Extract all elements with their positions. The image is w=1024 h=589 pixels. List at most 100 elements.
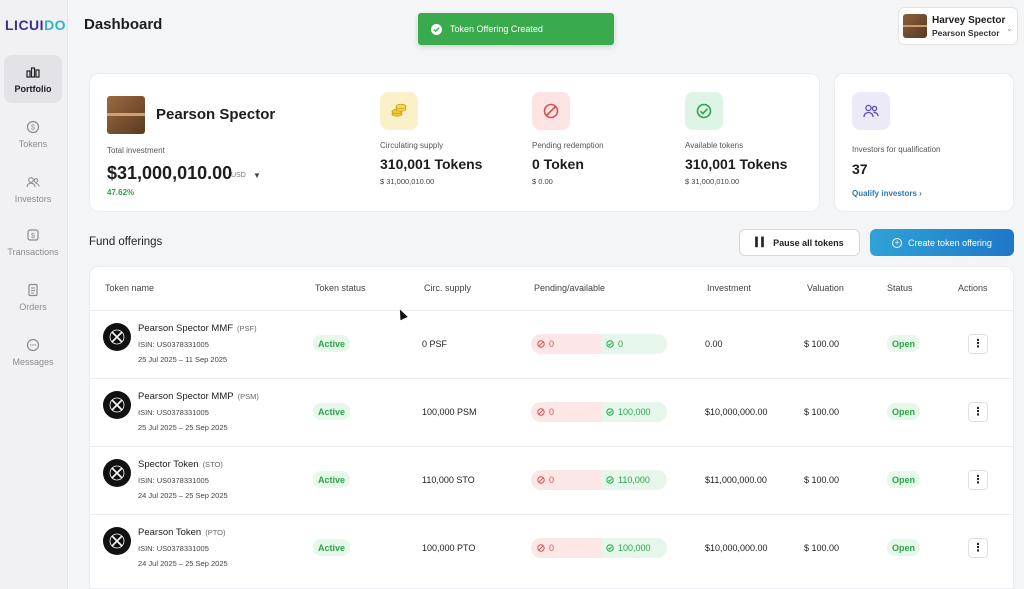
prohibited-icon	[537, 340, 545, 348]
check-circle-icon	[431, 23, 442, 35]
chevron-down-icon: ⌄	[1006, 24, 1013, 33]
more-actions-button[interactable]: ⋮	[968, 470, 988, 490]
svg-text:$: $	[31, 233, 35, 240]
pending-available: 0 0	[531, 334, 667, 354]
fund-offerings-table: Token name Token status Circ. supply Pen…	[89, 266, 1014, 589]
currency-select[interactable]: USD	[231, 172, 246, 179]
circ-supply: 100,000 PTO	[422, 543, 476, 553]
token-status-badge: Active	[313, 335, 351, 352]
pause-all-tokens-button[interactable]: ▍▍ Pause all tokens	[739, 229, 860, 256]
pending-available: 0 100,000	[531, 402, 667, 422]
sidebar-item-transactions[interactable]: $ Transactions	[4, 218, 62, 266]
change-percent: 47.62%	[107, 188, 135, 197]
token-name: Pearson Token (PTO)	[138, 527, 226, 538]
column-header: Token status	[315, 283, 366, 293]
portfolio-icon	[26, 66, 40, 78]
x-token-icon	[103, 391, 131, 419]
portfolio-summary-card: Pearson Spector Total investment $31,000…	[89, 73, 820, 212]
table-row[interactable]: Pearson Token (PTO) ISIN: US0378331005 24…	[90, 514, 1013, 582]
page-title: Dashboard	[84, 16, 163, 33]
messages-icon	[26, 338, 40, 351]
investment: 0.00	[705, 339, 723, 349]
table-row[interactable]: Pearson Spector MMF (PSF) ISIN: US0378331…	[90, 310, 1013, 378]
token-isin: ISIN: US0378331005	[138, 408, 209, 417]
circ-supply: 110,000 STO	[422, 475, 475, 485]
stat-value: 0 Token	[532, 156, 584, 172]
section-title: Fund offerings	[89, 236, 163, 248]
stat-label: Circulating supply	[380, 141, 444, 150]
status-badge: Open	[887, 539, 921, 556]
token-name: Pearson Spector MMF (PSF)	[138, 323, 257, 334]
avatar	[903, 14, 927, 38]
token-status-badge: Active	[313, 403, 351, 420]
stat-circulating-supply: Circulating supply 310,001 Tokens $ 31,0…	[380, 92, 520, 186]
stat-sub-value: $ 31,000,010.00	[685, 177, 740, 186]
check-circle-icon	[606, 544, 614, 552]
pending-available: 0 110,000	[531, 470, 667, 490]
prohibited-icon	[532, 92, 570, 130]
prohibited-icon	[537, 476, 545, 484]
create-token-offering-button[interactable]: + Create token offering	[870, 229, 1014, 256]
qualify-investors-link[interactable]: Qualify investors ›	[852, 189, 922, 198]
token-dates: 24 Jul 2025 – 25 Sep 2025	[138, 559, 228, 568]
user-menu[interactable]: Harvey Spector Pearson Spector ⌄	[898, 7, 1018, 45]
sidebar-item-orders[interactable]: Orders	[4, 273, 62, 321]
toast-message: Token Offering Created	[450, 24, 543, 34]
company-logo	[107, 96, 145, 134]
x-token-icon	[103, 527, 131, 555]
sidebar: LICUIDO Portfolio $ Tokens Investors $ T…	[0, 0, 68, 589]
investors-count: 37	[852, 161, 868, 177]
more-actions-button[interactable]: ⋮	[968, 538, 988, 558]
check-circle-icon	[606, 476, 614, 484]
column-header: Valuation	[807, 283, 844, 293]
sidebar-item-portfolio[interactable]: Portfolio	[4, 55, 62, 103]
stat-value: 310,001 Tokens	[685, 156, 788, 172]
valuation: $ 100.00	[804, 339, 840, 349]
sidebar-item-messages[interactable]: Messages	[4, 328, 62, 376]
stat-pending-redemption: Pending redemption 0 Token $ 0.00	[532, 92, 672, 186]
column-header: Status	[887, 283, 913, 293]
table-row[interactable]: Spector Token (STO) ISIN: US0378331005 24…	[90, 446, 1013, 514]
pending-available: 0 100,000	[531, 538, 667, 558]
caret-down-icon[interactable]: ▼	[253, 171, 261, 180]
tokens-icon: $	[26, 120, 40, 133]
circ-supply: 100,000 PSM	[422, 407, 477, 417]
check-circle-icon	[685, 92, 723, 130]
token-isin: ISIN: US0378331005	[138, 544, 209, 553]
transactions-icon: $	[27, 228, 39, 241]
valuation: $ 100.00	[804, 407, 840, 417]
app-logo[interactable]: LICUIDO	[5, 17, 67, 33]
sidebar-item-investors[interactable]: Investors	[4, 165, 62, 213]
sidebar-item-label: Messages	[12, 356, 54, 367]
column-header: Circ. supply	[424, 283, 472, 293]
stat-value: 310,001 Tokens	[380, 156, 483, 172]
token-isin: ISIN: US0378331005	[138, 476, 209, 485]
status-badge: Open	[887, 335, 921, 352]
token-dates: 25 Jul 2025 – 25 Sep 2025	[138, 423, 228, 432]
status-badge: Open	[887, 403, 921, 420]
coins-icon	[380, 92, 418, 130]
stat-label: Pending redemption	[532, 141, 604, 150]
column-header: Pending/available	[534, 283, 606, 293]
more-actions-button[interactable]: ⋮	[968, 402, 988, 422]
token-name: Spector Token (STO)	[138, 459, 223, 470]
check-circle-icon	[606, 340, 614, 348]
prohibited-icon	[537, 408, 545, 416]
sidebar-item-label: Portfolio	[14, 83, 52, 94]
investors-label: Investors for qualification	[852, 145, 941, 154]
table-row[interactable]: Pearson Spector MMP (PSM) ISIN: US0378331…	[90, 378, 1013, 446]
x-token-icon	[103, 459, 131, 487]
token-dates: 24 Jul 2025 – 25 Sep 2025	[138, 491, 228, 500]
token-status-badge: Active	[313, 471, 351, 488]
user-name: Harvey Spector	[932, 14, 1006, 26]
svg-text:$: $	[31, 124, 35, 131]
token-status-badge: Active	[313, 539, 351, 556]
orders-icon	[28, 283, 38, 296]
stat-label: Available tokens	[685, 141, 744, 150]
more-actions-button[interactable]: ⋮	[968, 334, 988, 354]
success-toast: Token Offering Created	[418, 13, 614, 45]
token-isin: ISIN: US0378331005	[138, 340, 209, 349]
valuation: $ 100.00	[804, 543, 840, 553]
column-header: Actions	[958, 283, 988, 293]
sidebar-item-tokens[interactable]: $ Tokens	[4, 110, 62, 158]
